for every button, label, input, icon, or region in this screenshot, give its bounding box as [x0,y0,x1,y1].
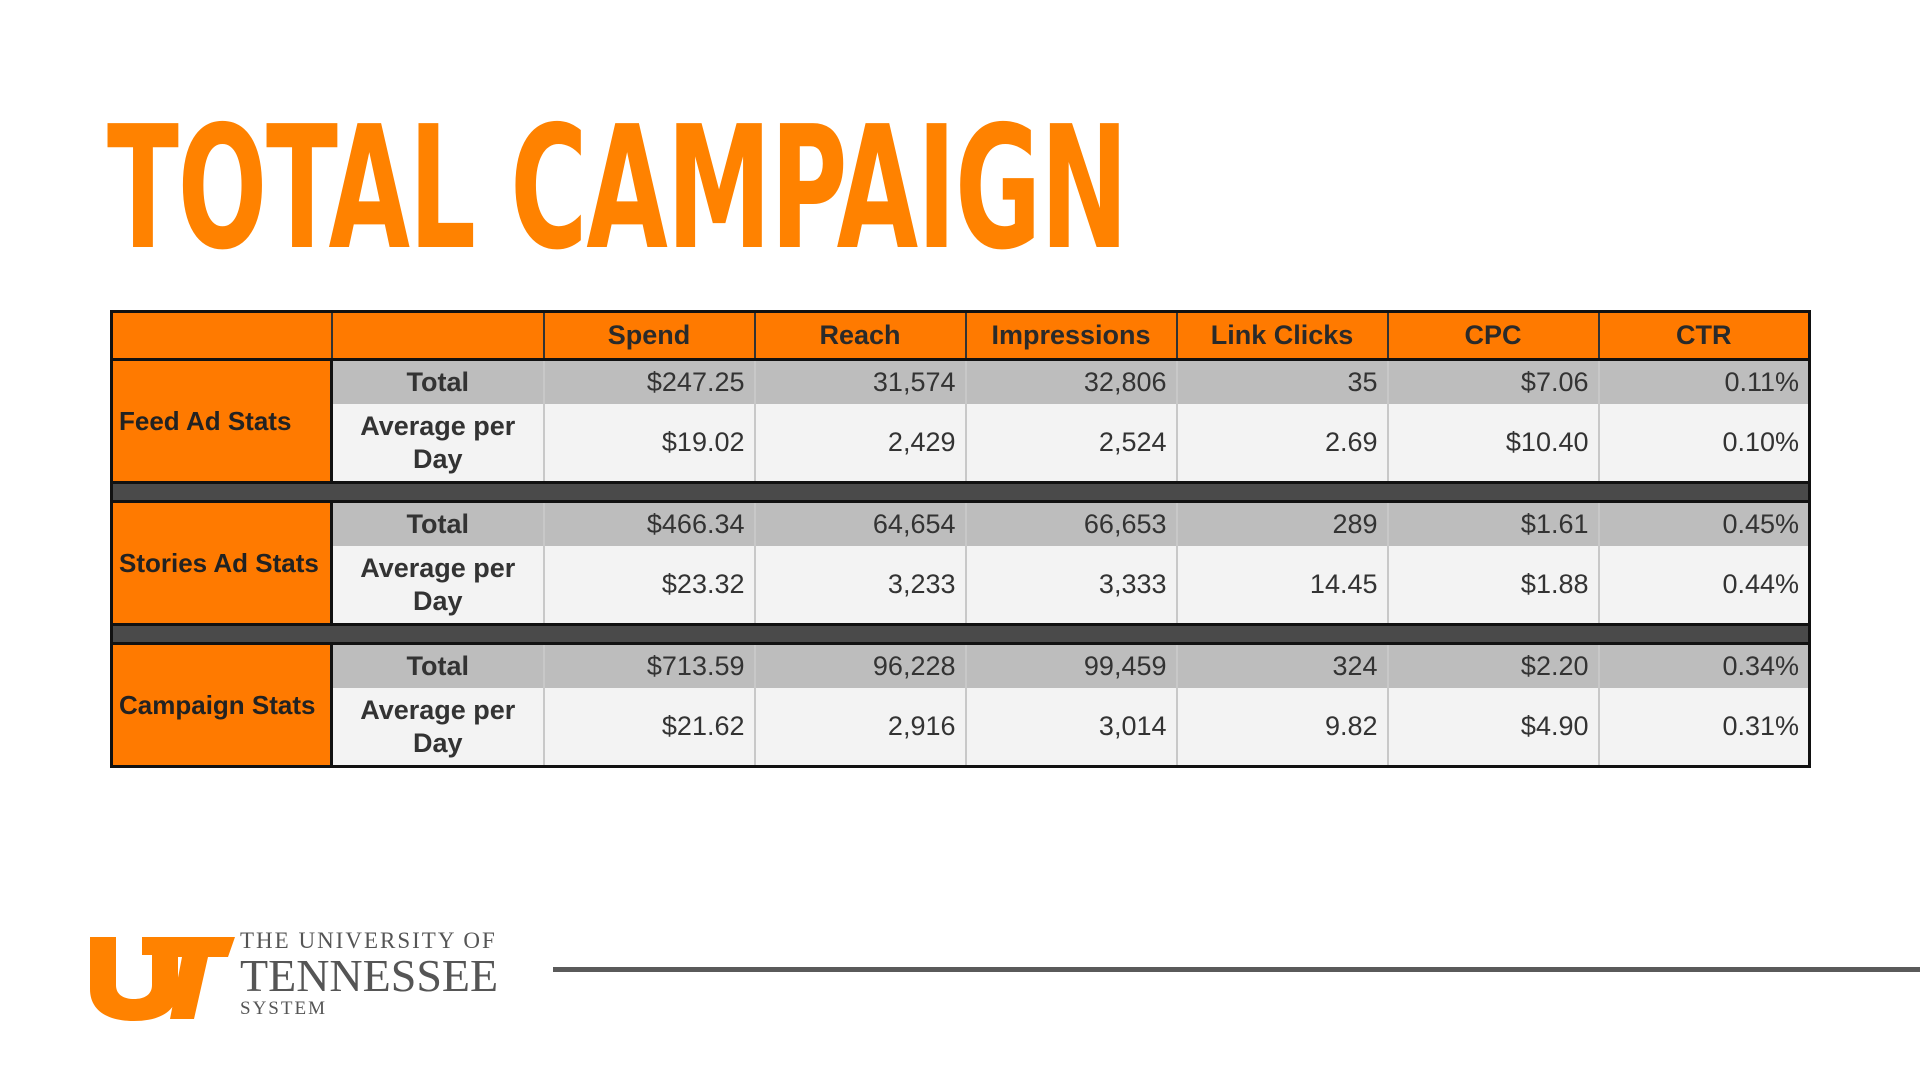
footer-divider [553,967,1920,972]
row-label: Average per Day [331,688,544,767]
cell-ctr: 0.10% [1597,404,1810,483]
separator-bar [111,623,1810,645]
cell-cpc: $1.61 [1386,501,1599,546]
cell-link-clicks: 35 [1175,359,1388,404]
cell-link-clicks: 14.45 [1175,546,1388,625]
cell-reach: 3,233 [753,546,966,625]
cell-link-clicks: 289 [1175,501,1388,546]
campaign-stats-table: Spend Reach Impressions Link Clicks CPC … [110,310,1811,768]
power-t-logo-icon [90,937,235,1021]
cell-impressions: 2,524 [964,404,1177,483]
group-label-stories: Stories Ad Stats [111,501,333,625]
cell-cpc: $4.90 [1386,688,1599,767]
cell-link-clicks: 9.82 [1175,688,1388,767]
row-label: Average per Day [331,546,544,625]
header-cell-cpc: CPC [1386,311,1599,361]
cell-cpc: $10.40 [1386,404,1599,483]
cell-ctr: 0.11% [1597,359,1810,404]
table-row: Feed Ad Stats Total $247.25 31,574 32,80… [111,359,1810,483]
cell-impressions: 99,459 [964,643,1177,688]
cell-link-clicks: 324 [1175,643,1388,688]
cell-reach: 64,654 [753,501,966,546]
header-cell-reach: Reach [753,311,966,361]
header-cell-impressions: Impressions [964,311,1177,361]
cell-spend: $466.34 [542,501,755,546]
table-row: Stories Ad Stats Total $466.34 64,654 66… [111,501,1810,625]
cell-cpc: $2.20 [1386,643,1599,688]
row-label: Average per Day [331,404,544,483]
cell-spend: $247.25 [542,359,755,404]
cell-ctr: 0.44% [1597,546,1810,625]
cell-reach: 96,228 [753,643,966,688]
header-cell-ctr: CTR [1597,311,1810,361]
cell-link-clicks: 2.69 [1175,404,1388,483]
cell-impressions: 3,014 [964,688,1177,767]
header-cell-blank [330,311,544,361]
cell-ctr: 0.45% [1597,501,1810,546]
cell-impressions: 32,806 [964,359,1177,404]
cell-ctr: 0.31% [1597,688,1810,767]
cell-reach: 31,574 [753,359,966,404]
slide-title: TOTAL CAMPAIGN [107,90,1128,288]
logo-line-tennessee: TENNESSEE [240,950,499,1001]
cell-impressions: 66,653 [964,501,1177,546]
logo-wordmark: THE UNIVERSITY OF TENNESSEE SYSTEM [240,929,498,1018]
cell-reach: 2,916 [753,688,966,767]
separator-bar [111,481,1810,503]
table-row: Average per Day $19.02 2,429 2,524 2.69 … [112,404,1810,483]
header-row: Spend Reach Impressions Link Clicks CPC … [111,311,1810,361]
cell-ctr: 0.34% [1597,643,1810,688]
cell-impressions: 3,333 [964,546,1177,625]
cell-spend: $713.59 [542,643,755,688]
cell-spend: $23.32 [542,546,755,625]
cell-cpc: $1.88 [1386,546,1599,625]
cell-spend: $19.02 [542,404,755,483]
group-label-campaign: Campaign Stats [111,643,333,767]
group-label-feed: Feed Ad Stats [111,359,333,483]
separator-row [111,481,1810,503]
table-row: Campaign Stats Total $713.59 96,228 99,4… [111,643,1810,767]
header-cell-blank [111,311,332,361]
logo-line-system: SYSTEM [240,998,327,1019]
separator-row [111,623,1810,645]
header-cell-link-clicks: Link Clicks [1175,311,1388,361]
cell-cpc: $7.06 [1386,359,1599,404]
table-row: Average per Day $23.32 3,233 3,333 14.45… [112,546,1810,625]
cell-spend: $21.62 [542,688,755,767]
table-row: Average per Day $21.62 2,916 3,014 9.82 … [112,688,1810,767]
row-label: Total [331,501,544,546]
header-cell-spend: Spend [542,311,755,361]
logo-line-university-of: THE UNIVERSITY OF [240,928,497,953]
university-logo: THE UNIVERSITY OF TENNESSEE SYSTEM [90,925,530,1021]
row-label: Total [331,359,544,404]
row-label: Total [331,643,544,688]
cell-reach: 2,429 [753,404,966,483]
